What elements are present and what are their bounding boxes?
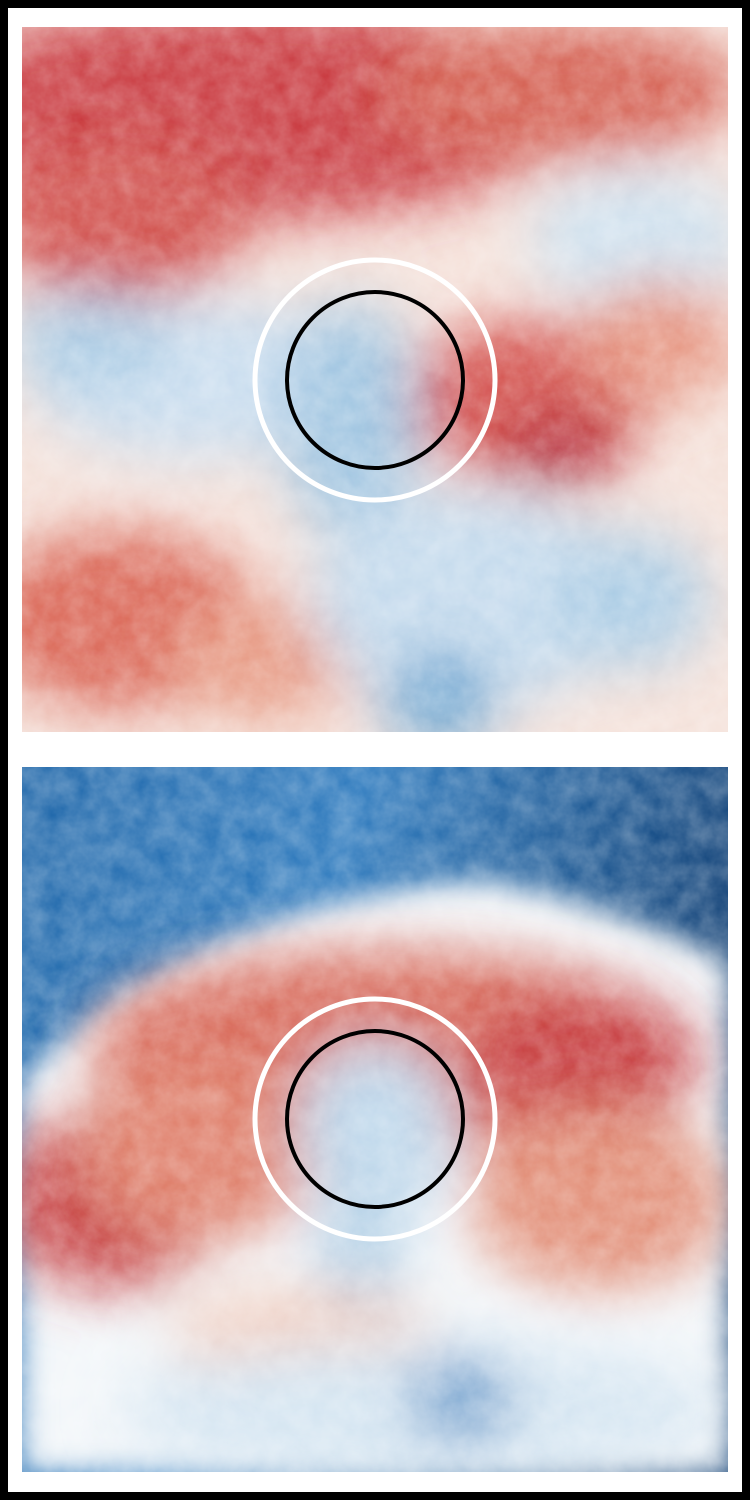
outer-circle	[252, 257, 498, 503]
outer-circle	[252, 996, 498, 1242]
texture	[22, 767, 728, 1472]
texture	[22, 27, 728, 732]
bottom-panel	[22, 767, 728, 1472]
top-panel	[22, 27, 728, 732]
inner-circle	[285, 290, 465, 470]
inner-circle	[285, 1029, 465, 1209]
